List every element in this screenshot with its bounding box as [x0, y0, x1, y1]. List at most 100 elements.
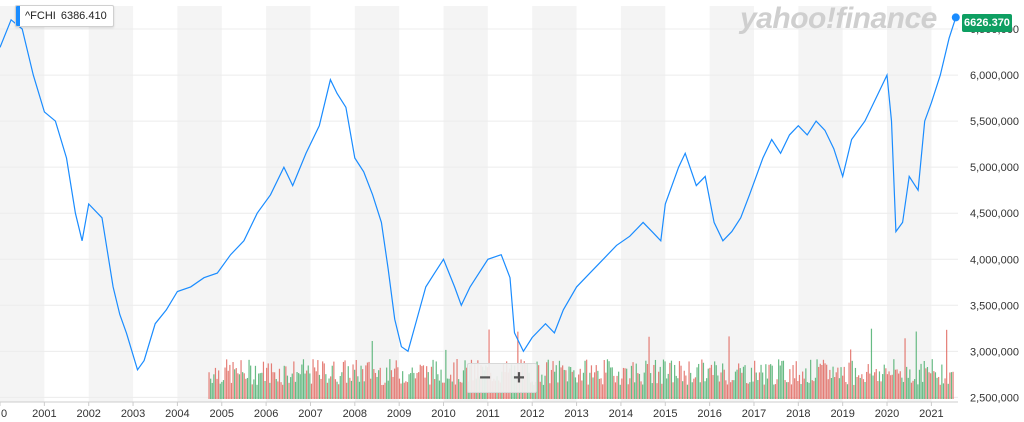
volume-bar	[912, 380, 914, 399]
volume-bar	[926, 367, 929, 399]
volume-bar	[645, 360, 647, 399]
volume-bar	[355, 359, 357, 399]
volume-bar	[456, 359, 458, 399]
volume-bar	[275, 379, 277, 399]
volume-bar	[611, 367, 613, 399]
last-value-marker	[951, 13, 960, 22]
volume-bar	[458, 379, 460, 399]
volume-bar	[578, 374, 580, 399]
volume-bar	[858, 375, 860, 399]
volume-bar	[939, 384, 941, 399]
volume-bar	[210, 378, 212, 399]
volume-bar	[629, 378, 631, 399]
volume-bar	[414, 378, 417, 399]
volume-bar	[680, 365, 682, 399]
volume-bar	[696, 367, 698, 399]
volume-bar	[606, 359, 609, 399]
volume-bar	[930, 373, 932, 399]
volume-bar	[859, 377, 861, 399]
volume-bar	[770, 364, 772, 399]
volume-bar	[371, 340, 373, 399]
volume-bar	[786, 382, 788, 399]
volume-bar	[250, 365, 252, 399]
volume-bar	[267, 363, 269, 399]
volume-bar	[666, 378, 668, 399]
volume-bar	[902, 381, 905, 399]
volume-bar	[566, 381, 569, 399]
volume-bar	[309, 373, 311, 399]
y-tick-label: 3,500,000	[970, 300, 1019, 312]
volume-bar	[429, 384, 431, 399]
volume-bar	[291, 373, 293, 399]
volume-bar	[936, 377, 938, 399]
volume-bar	[259, 373, 261, 399]
volume-bar	[336, 381, 338, 399]
volume-bar	[594, 372, 596, 399]
volume-bar	[394, 368, 396, 399]
volume-bar	[749, 382, 751, 399]
volume-bar	[915, 331, 917, 399]
volume-bar	[789, 369, 791, 399]
volume-bar	[560, 367, 562, 399]
volume-bar	[883, 364, 885, 399]
volume-bar	[230, 382, 233, 399]
volume-bar	[880, 381, 882, 399]
volume-bar	[579, 368, 581, 399]
volume-bar	[232, 362, 234, 399]
volume-bar	[699, 382, 701, 399]
zoom-out-button[interactable]: −	[479, 366, 491, 389]
zoom-in-button[interactable]: +	[513, 366, 525, 389]
volume-bar	[810, 359, 812, 399]
volume-bar	[290, 377, 292, 399]
volume-bar	[848, 362, 850, 399]
volume-bar	[685, 375, 687, 399]
volume-bar	[870, 328, 873, 399]
volume-bar	[664, 361, 666, 399]
volume-bar	[776, 379, 778, 399]
volume-bar	[272, 372, 274, 399]
volume-bar	[403, 382, 405, 399]
volume-bar	[757, 380, 759, 399]
volume-bar	[234, 369, 236, 399]
volume-bar	[381, 384, 383, 399]
volume-bar	[262, 361, 265, 399]
volume-bar	[938, 376, 940, 399]
volume-bar	[421, 366, 423, 399]
volume-bar	[698, 363, 700, 399]
volume-bar	[459, 381, 461, 399]
volume-bar	[784, 380, 786, 399]
volume-bar	[587, 384, 589, 399]
volume-bar	[245, 378, 247, 399]
volume-bar	[731, 380, 733, 399]
volume-bar	[254, 365, 257, 399]
year-bands	[0, 6, 932, 402]
volume-bar	[790, 384, 793, 399]
x-tick-label: 2021	[919, 408, 943, 420]
volume-bar	[891, 374, 893, 399]
volume-bar	[920, 363, 922, 399]
volume-bar	[762, 372, 764, 399]
volume-bar	[221, 381, 223, 399]
volume-bar	[642, 384, 644, 399]
volume-bar	[662, 359, 665, 399]
volume-bar	[264, 380, 266, 399]
x-tick-label: 2006	[254, 408, 278, 420]
volume-bar	[301, 364, 303, 399]
volume-bar	[874, 372, 876, 399]
volume-bar	[363, 381, 365, 399]
y-tick-label: 5,500,000	[970, 116, 1019, 128]
volume-bar	[622, 367, 625, 399]
volume-bar	[379, 367, 381, 399]
volume-bar	[619, 384, 621, 399]
volume-bar	[325, 374, 327, 399]
volume-bar	[538, 365, 540, 399]
x-tick-label: 2013	[564, 408, 588, 420]
volume-bar	[818, 366, 820, 399]
volume-bar	[574, 377, 577, 399]
volume-bar	[621, 378, 623, 399]
volume-bar	[648, 336, 650, 399]
volume-bar	[304, 373, 306, 399]
volume-bar	[862, 379, 865, 399]
volume-bar	[832, 366, 834, 399]
